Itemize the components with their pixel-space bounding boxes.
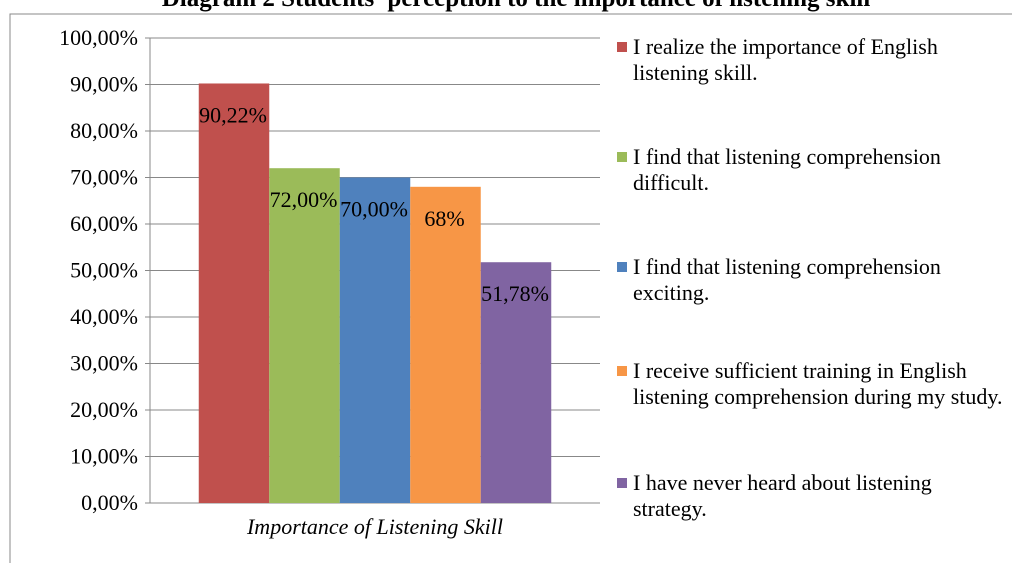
- legend-entry: I realize the importance of English list…: [617, 34, 1008, 86]
- legend-swatch: [617, 42, 627, 52]
- y-tick-label: 90,00%: [70, 72, 138, 97]
- chart-title: Diagram 2 Students' perception to the im…: [162, 0, 871, 12]
- x-tick-label: Importance of Listening Skill: [246, 514, 503, 539]
- bar: [410, 186, 481, 504]
- legend-entry: I find that listening comprehension diff…: [617, 144, 1008, 196]
- bar: [198, 83, 270, 504]
- bar: [480, 262, 552, 503]
- bar: [269, 168, 340, 503]
- legend-label: I find that listening comprehension exci…: [633, 254, 941, 305]
- legend-swatch: [617, 478, 627, 488]
- legend-swatch: [617, 366, 627, 376]
- bar: [339, 177, 411, 503]
- y-tick-label: 70,00%: [70, 165, 138, 190]
- y-tick-label: 40,00%: [70, 304, 138, 329]
- legend-label: I receive sufficient training in English…: [633, 358, 1003, 409]
- legend-swatch: [617, 262, 627, 272]
- legend-label: I realize the importance of English list…: [633, 34, 938, 85]
- data-label: 68%: [424, 206, 464, 231]
- legend-swatch: [617, 152, 627, 162]
- data-label: 51,78%: [481, 281, 549, 306]
- legend-label: I find that listening comprehension diff…: [633, 144, 941, 195]
- y-tick-label: 30,00%: [70, 351, 138, 376]
- data-label: 70,00%: [340, 197, 408, 222]
- legend-entry: I have never heard about listening strat…: [617, 470, 1008, 522]
- legend-label: I have never heard about listening strat…: [633, 470, 932, 521]
- y-tick-label: 10,00%: [70, 444, 138, 469]
- chart-border: [9, 13, 1012, 563]
- legend-entry: I receive sufficient training in English…: [617, 358, 1008, 410]
- data-label: 72,00%: [270, 187, 338, 212]
- y-tick-label: 20,00%: [70, 397, 138, 422]
- data-label: 90,22%: [199, 102, 267, 127]
- y-tick-label: 60,00%: [70, 211, 138, 236]
- legend-entry: I find that listening comprehension exci…: [617, 254, 1008, 306]
- y-tick-label: 80,00%: [70, 118, 138, 143]
- y-tick-label: 100,00%: [59, 25, 138, 50]
- y-tick-label: 0,00%: [81, 490, 138, 515]
- y-tick-label: 50,00%: [70, 258, 138, 283]
